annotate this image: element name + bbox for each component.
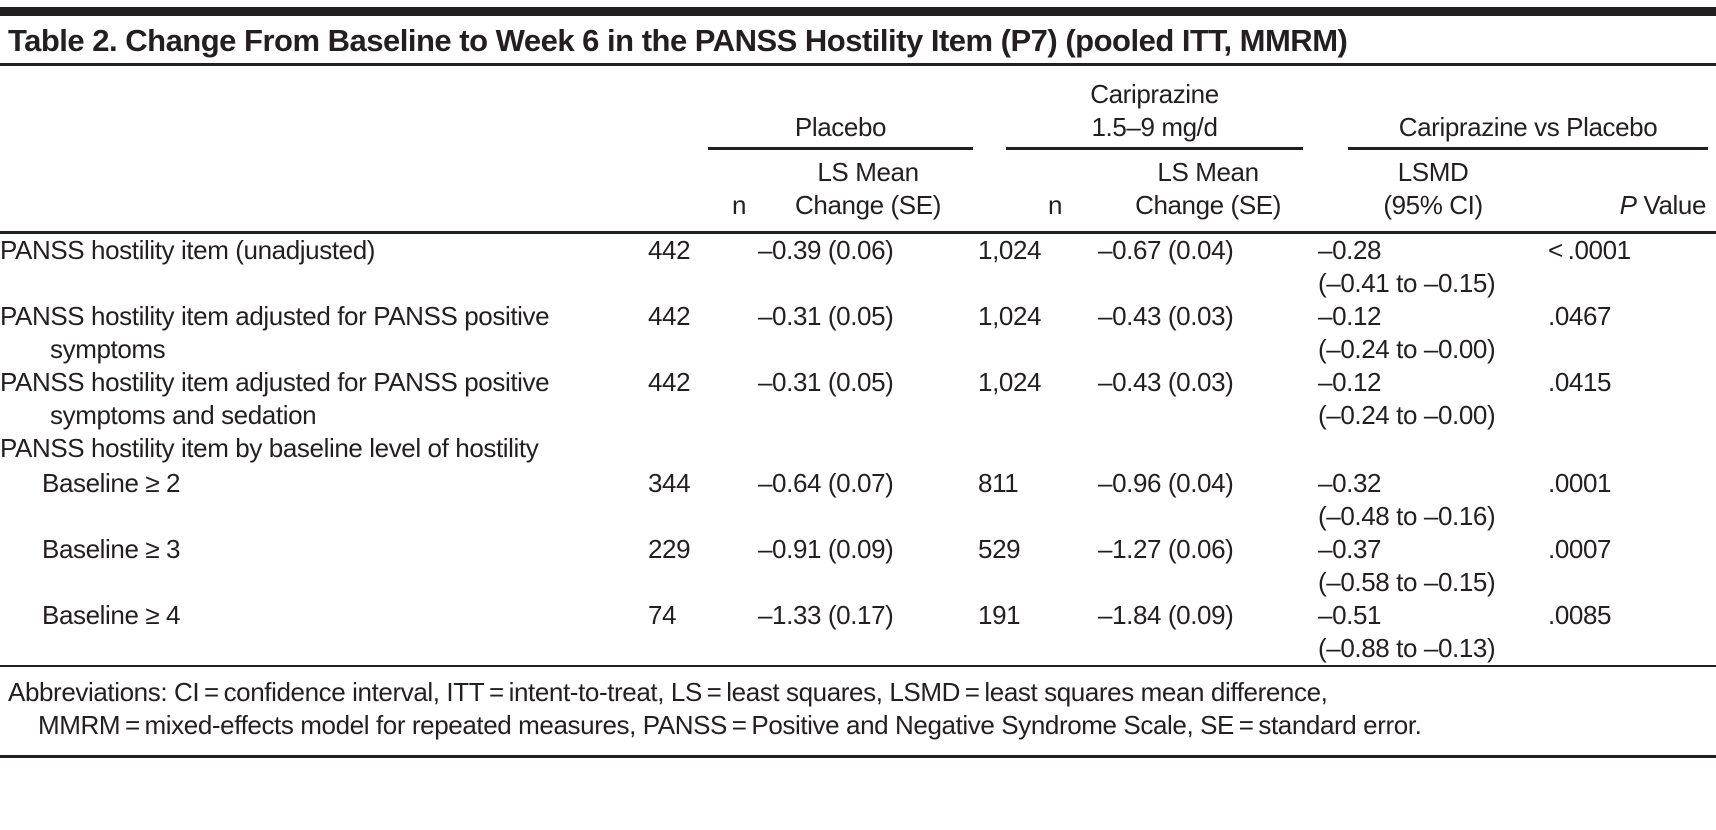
ls-mean-change: –0.31 (0.05) bbox=[758, 367, 894, 397]
p-value: .0415 bbox=[1548, 367, 1612, 397]
ci-value: (–0.88 to –0.13) bbox=[1318, 633, 1496, 663]
table-row: PANSS hostility item adjusted for PANSS … bbox=[0, 300, 1716, 366]
table-row: Baseline ≥ 4 74 –1.33 (0.17) 191 –1.84 (… bbox=[0, 599, 1716, 665]
footnote-line-2: MMRM = mixed-effects model for repeated … bbox=[38, 710, 1422, 740]
table-header: Placebo Cariprazine 1.5–9 mg/d Cariprazi… bbox=[0, 66, 1716, 234]
ci-value: (–0.41 to –0.15) bbox=[1318, 268, 1496, 298]
n-value: 1,024 bbox=[978, 367, 1042, 397]
lsmd-cell: –0.12 (–0.24 to –0.00) bbox=[1318, 300, 1548, 366]
column-header-row: n LS Mean Change (SE) n LS Mean Change (… bbox=[0, 150, 1716, 234]
table-title: Table 2. Change From Baseline to Week 6 … bbox=[0, 16, 1716, 66]
stub-subheader bbox=[0, 150, 648, 234]
col-n-cariprazine: n bbox=[978, 150, 1099, 234]
lsmd-cell: –0.32 (–0.48 to –0.16) bbox=[1318, 467, 1548, 533]
ci-value: (–0.24 to –0.00) bbox=[1318, 334, 1496, 364]
ls-mean-change: –0.96 (0.04) bbox=[1098, 468, 1234, 498]
row-label: Baseline ≥ 4 bbox=[42, 600, 181, 630]
col-lsmd-ci: LSMD (95% CI) bbox=[1318, 150, 1549, 234]
n-value: 1,024 bbox=[978, 235, 1042, 265]
n-value: 442 bbox=[648, 367, 691, 397]
lsmd-value: –0.12 bbox=[1318, 367, 1382, 397]
p-value: .0001 bbox=[1548, 468, 1612, 498]
col-lsmean-placebo: LS Mean Change (SE) bbox=[758, 150, 979, 234]
ls-mean-change: –0.64 (0.07) bbox=[758, 468, 894, 498]
n-value: 74 bbox=[648, 600, 677, 630]
n-value: 344 bbox=[648, 468, 691, 498]
ci-value: (–0.48 to –0.16) bbox=[1318, 501, 1496, 531]
lsmd-cell: –0.28 (–0.41 to –0.15) bbox=[1318, 233, 1548, 301]
ls-mean-change: –0.91 (0.09) bbox=[758, 534, 894, 564]
col-p-value: P Value bbox=[1548, 150, 1716, 234]
row-label: PANSS hostility item adjusted for PANSS … bbox=[0, 367, 550, 430]
p-value: .0085 bbox=[1548, 600, 1612, 630]
table-row: PANSS hostility item adjusted for PANSS … bbox=[0, 366, 1716, 432]
ls-mean-change: –0.67 (0.04) bbox=[1098, 235, 1234, 265]
ci-value: (–0.58 to –0.15) bbox=[1318, 567, 1496, 597]
p-value: .0007 bbox=[1548, 534, 1612, 564]
n-value: 191 bbox=[978, 600, 1021, 630]
n-value: 229 bbox=[648, 534, 691, 564]
table-row: PANSS hostility item (unadjusted) 442 –0… bbox=[0, 233, 1716, 301]
ls-mean-change: –0.43 (0.03) bbox=[1098, 367, 1234, 397]
group-comparison: Cariprazine vs Placebo bbox=[1318, 66, 1716, 150]
lsmd-cell: –0.51 (–0.88 to –0.13) bbox=[1318, 599, 1548, 665]
ls-mean-change: –0.39 (0.06) bbox=[758, 235, 894, 265]
n-value: 442 bbox=[648, 301, 691, 331]
group-cariprazine-line1: Cariprazine bbox=[1090, 79, 1219, 109]
lsmd-value: –0.32 bbox=[1318, 468, 1382, 498]
n-value: 442 bbox=[648, 235, 691, 265]
group-placebo: Placebo bbox=[648, 66, 978, 150]
lsmd-value: –0.51 bbox=[1318, 600, 1382, 630]
group-placebo-label: Placebo bbox=[794, 112, 887, 142]
stub-header bbox=[0, 66, 648, 150]
group-cariprazine: Cariprazine 1.5–9 mg/d bbox=[978, 66, 1318, 150]
p-value: < .0001 bbox=[1548, 235, 1631, 265]
ls-mean-change: –1.27 (0.06) bbox=[1098, 534, 1234, 564]
data-table: Placebo Cariprazine 1.5–9 mg/d Cariprazi… bbox=[0, 66, 1716, 665]
group-header-row: Placebo Cariprazine 1.5–9 mg/d Cariprazi… bbox=[0, 66, 1716, 150]
footnote-line-1: Abbreviations: CI = confidence interval,… bbox=[8, 677, 1328, 707]
lsmd-value: –0.37 bbox=[1318, 534, 1382, 564]
lsmd-cell: –0.12 (–0.24 to –0.00) bbox=[1318, 366, 1548, 432]
lsmd-value: –0.12 bbox=[1318, 301, 1382, 331]
col-lsmean-cariprazine: LS Mean Change (SE) bbox=[1098, 150, 1319, 234]
lsmd-cell: –0.37 (–0.58 to –0.15) bbox=[1318, 533, 1548, 599]
table-row: Baseline ≥ 2 344 –0.64 (0.07) 811 –0.96 … bbox=[0, 467, 1716, 533]
section-label: PANSS hostility item by baseline level o… bbox=[0, 433, 539, 463]
row-label: PANSS hostility item adjusted for PANSS … bbox=[0, 301, 550, 364]
group-comparison-label: Cariprazine vs Placebo bbox=[1398, 112, 1658, 142]
ls-mean-change: –1.33 (0.17) bbox=[758, 600, 894, 630]
ls-mean-change: –1.84 (0.09) bbox=[1098, 600, 1234, 630]
ls-mean-change: –0.43 (0.03) bbox=[1098, 301, 1234, 331]
n-value: 529 bbox=[978, 534, 1021, 564]
n-value: 1,024 bbox=[978, 301, 1042, 331]
lsmd-value: –0.28 bbox=[1318, 235, 1382, 265]
n-value: 811 bbox=[978, 468, 1019, 498]
top-rule bbox=[0, 7, 1716, 16]
row-label: Baseline ≥ 3 bbox=[42, 534, 181, 564]
row-label: PANSS hostility item (unadjusted) bbox=[0, 235, 376, 265]
col-n-placebo: n bbox=[648, 150, 758, 234]
ls-mean-change: –0.31 (0.05) bbox=[758, 301, 894, 331]
ci-value: (–0.24 to –0.00) bbox=[1318, 400, 1496, 430]
abbreviations-footnote: Abbreviations: CI = confidence interval,… bbox=[0, 665, 1716, 758]
group-cariprazine-line2: 1.5–9 mg/d bbox=[1091, 112, 1218, 142]
p-value: .0467 bbox=[1548, 301, 1612, 331]
row-label: Baseline ≥ 2 bbox=[42, 468, 181, 498]
table-row: Baseline ≥ 3 229 –0.91 (0.09) 529 –1.27 … bbox=[0, 533, 1716, 599]
section-header-row: PANSS hostility item by baseline level o… bbox=[0, 432, 1716, 467]
table-body: PANSS hostility item (unadjusted) 442 –0… bbox=[0, 233, 1716, 666]
